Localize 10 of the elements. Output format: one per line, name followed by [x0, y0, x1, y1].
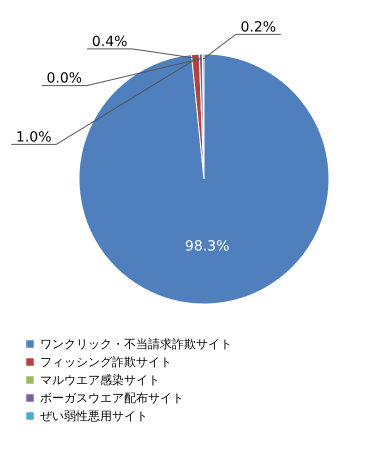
legend-label: ぜい弱性悪用サイト: [40, 409, 148, 423]
data-label: 0.4%: [92, 34, 128, 50]
data-label: 1.0%: [16, 129, 52, 146]
legend-label: ボーガスウエア配布サイト: [40, 391, 184, 405]
data-label: 98.3%: [184, 238, 230, 254]
legend-label: マルウエア感染サイト: [40, 373, 160, 387]
data-label: 0.2%: [240, 19, 276, 36]
text: 0.0%: [46, 70, 82, 87]
legend-label: フィッシング詐欺サイト: [40, 355, 172, 369]
legend-label: ワンクリック・不当請求詐欺サイト: [40, 337, 232, 351]
